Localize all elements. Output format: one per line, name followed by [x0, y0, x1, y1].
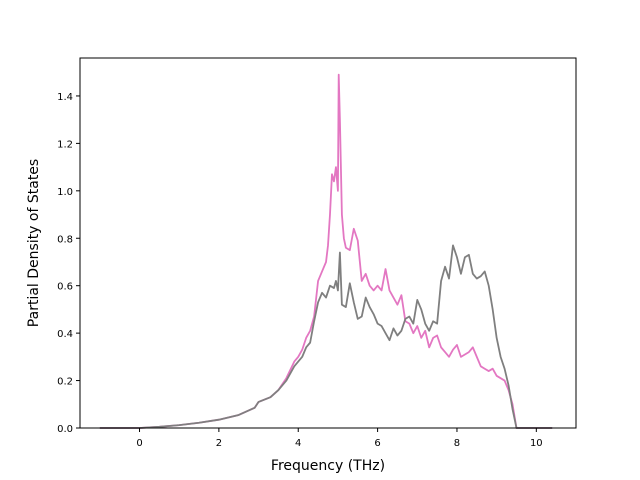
y-tick-label: 0.8	[57, 234, 73, 245]
y-tick-label: 0.6	[57, 282, 73, 293]
y-axis-ticks: 0.0 0.2 0.4 0.6 0.8 1.0 1.2 1.4	[57, 92, 80, 435]
y-tick-label: 1.0	[57, 187, 73, 198]
x-axis-label: Frequency (THz)	[271, 458, 385, 474]
series-line-1	[99, 73, 553, 429]
x-tick-label: 10	[530, 438, 543, 449]
x-tick-label: 2	[216, 438, 222, 449]
x-axis-ticks: 0 2 4 6 8 10	[136, 428, 543, 449]
y-tick-label: 1.4	[57, 92, 73, 103]
x-tick-label: 8	[454, 438, 460, 449]
y-tick-label: 1.2	[57, 139, 73, 150]
x-tick-label: 6	[374, 438, 380, 449]
y-tick-label: 0.2	[57, 377, 73, 388]
series-layer	[99, 73, 553, 429]
y-tick-label: 0.4	[57, 329, 73, 340]
x-tick-label: 0	[136, 438, 142, 449]
y-tick-label: 0.0	[57, 424, 73, 435]
y-axis-label: Partial Density of States	[26, 159, 42, 327]
axes-frame	[79, 57, 577, 429]
x-tick-label: 4	[295, 438, 301, 449]
series-line-2	[99, 244, 553, 429]
